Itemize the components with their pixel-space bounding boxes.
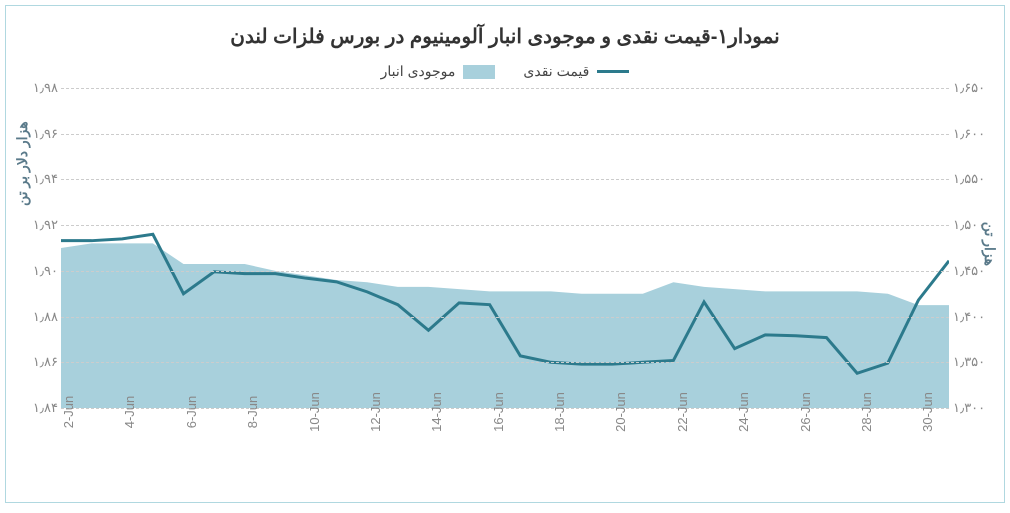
x-tick: 24-Jun — [736, 392, 751, 432]
gridline — [61, 362, 949, 363]
legend-area-swatch — [463, 65, 495, 79]
y-tick-right: ۱٫۴۰۰ — [953, 309, 999, 325]
y-tick-left: ۱٫۹۶ — [16, 126, 58, 142]
legend-item-line: قیمت نقدی — [523, 63, 629, 80]
chart-container: نمودار۱-قیمت نقدی و موجودی انبار آلومینی… — [5, 5, 1005, 503]
x-tick: 6-Jun — [184, 396, 199, 429]
y-tick-right: ۱٫۶۵۰ — [953, 80, 999, 96]
plot-area — [61, 88, 949, 408]
y-tick-left: ۱٫۹۰ — [16, 263, 58, 279]
x-tick: 2-Jun — [61, 396, 76, 429]
chart-title: نمودار۱-قیمت نقدی و موجودی انبار آلومینی… — [6, 6, 1004, 59]
x-tick: 30-Jun — [920, 392, 935, 432]
gridline — [61, 88, 949, 89]
x-tick: 14-Jun — [429, 392, 444, 432]
gridline — [61, 225, 949, 226]
x-tick: 16-Jun — [491, 392, 506, 432]
gridline — [61, 179, 949, 180]
x-tick: 18-Jun — [552, 392, 567, 432]
legend-item-area: موجودی انبار — [381, 63, 496, 80]
legend-line-label: قیمت نقدی — [523, 63, 589, 80]
x-tick: 8-Jun — [245, 396, 260, 429]
area-series — [61, 243, 949, 408]
y-axis-right: ۱٫۳۰۰۱٫۳۵۰۱٫۴۰۰۱٫۴۵۰۱٫۵۰۰۱٫۵۵۰۱٫۶۰۰۱٫۶۵۰ — [953, 88, 999, 408]
x-axis: 2-Jun4-Jun6-Jun8-Jun10-Jun12-Jun14-Jun16… — [61, 408, 949, 478]
chart-svg — [61, 88, 949, 408]
gridline — [61, 317, 949, 318]
x-tick: 10-Jun — [307, 392, 322, 432]
gridline — [61, 134, 949, 135]
legend-line-swatch — [597, 70, 629, 73]
y-tick-right: ۱٫۵۰۰ — [953, 217, 999, 233]
y-tick-left: ۱٫۸۴ — [16, 400, 58, 416]
y-tick-left: ۱٫۸۶ — [16, 354, 58, 370]
y-tick-left: ۱٫۹۴ — [16, 171, 58, 187]
x-tick: 26-Jun — [798, 392, 813, 432]
chart-legend: قیمت نقدی موجودی انبار — [6, 59, 1004, 88]
y-tick-left: ۱٫۹۸ — [16, 80, 58, 96]
x-tick: 12-Jun — [368, 392, 383, 432]
gridline — [61, 271, 949, 272]
y-tick-right: ۱٫۳۵۰ — [953, 354, 999, 370]
y-tick-left: ۱٫۸۸ — [16, 309, 58, 325]
x-tick: 28-Jun — [859, 392, 874, 432]
y-tick-left: ۱٫۹۲ — [16, 217, 58, 233]
y-tick-right: ۱٫۵۵۰ — [953, 171, 999, 187]
plot-wrapper: ۱٫۸۴۱٫۸۶۱٫۸۸۱٫۹۰۱٫۹۲۱٫۹۴۱٫۹۶۱٫۹۸ ۱٫۳۰۰۱٫… — [61, 88, 949, 408]
x-tick: 4-Jun — [122, 396, 137, 429]
legend-area-label: موجودی انبار — [381, 63, 456, 80]
y-tick-right: ۱٫۴۵۰ — [953, 263, 999, 279]
y-axis-left: ۱٫۸۴۱٫۸۶۱٫۸۸۱٫۹۰۱٫۹۲۱٫۹۴۱٫۹۶۱٫۹۸ — [16, 88, 58, 408]
y-tick-right: ۱٫۶۰۰ — [953, 126, 999, 142]
x-tick: 20-Jun — [613, 392, 628, 432]
x-tick: 22-Jun — [675, 392, 690, 432]
y-tick-right: ۱٫۳۰۰ — [953, 400, 999, 416]
